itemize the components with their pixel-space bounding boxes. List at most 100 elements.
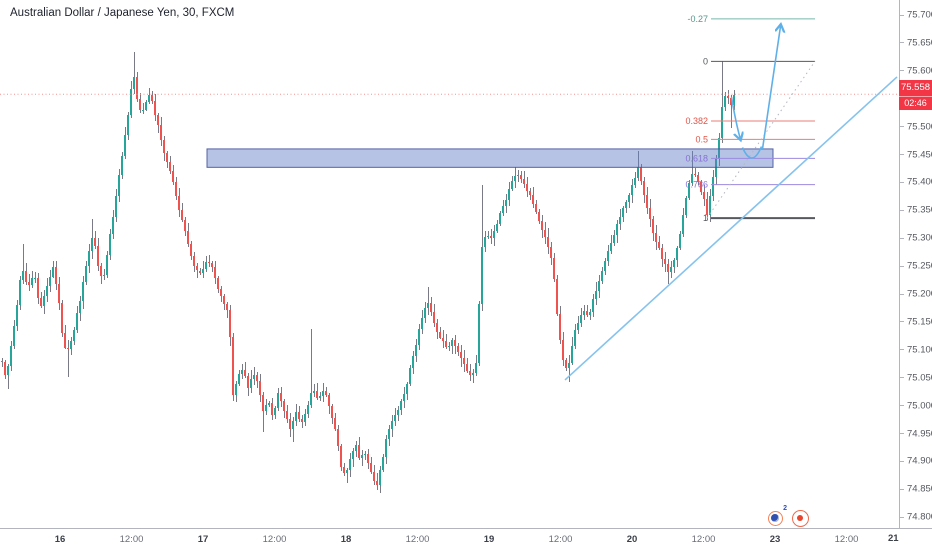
- candle-up: [79, 300, 81, 314]
- candle-up: [70, 340, 72, 349]
- price-axis[interactable]: 75.700 75.650 75.600 75.500 75.450 75.400 75.3…: [899, 0, 932, 528]
- candle-up: [355, 444, 357, 452]
- price-axis-tick: [900, 377, 904, 379]
- candle-down: [37, 277, 39, 299]
- candle-up: [625, 202, 627, 209]
- price-axis-tick: [900, 209, 904, 211]
- candle-wick: [311, 328, 312, 409]
- candle-down: [136, 77, 138, 99]
- calendar-event-count: 2: [783, 505, 787, 512]
- candle-up: [394, 415, 396, 421]
- candle-down: [94, 238, 96, 247]
- candle-up: [628, 194, 630, 203]
- candle-up: [418, 329, 420, 345]
- candle-wick: [23, 243, 24, 284]
- candle-down: [64, 333, 66, 348]
- candle-up: [22, 270, 24, 281]
- candle-up: [88, 250, 90, 267]
- candle-up: [499, 213, 501, 225]
- candle-up: [76, 313, 78, 330]
- price-axis-label: 74.900: [907, 455, 932, 467]
- candle-down: [553, 258, 555, 280]
- candle-up: [589, 311, 591, 316]
- candle-down: [262, 395, 264, 411]
- candle-down: [298, 412, 300, 420]
- candle-wick: [362, 450, 363, 467]
- candle-down: [565, 359, 567, 368]
- candle-down: [226, 304, 228, 311]
- candle-down: [256, 375, 258, 381]
- candle-down: [208, 261, 210, 263]
- candle-down: [211, 262, 213, 267]
- candle-up: [592, 299, 594, 312]
- candle-down: [190, 243, 192, 257]
- price-axis-label: 75.700: [907, 9, 932, 21]
- price-axis-tick: [900, 293, 904, 295]
- candle-down: [283, 401, 285, 412]
- price-axis-tick: [900, 181, 904, 183]
- candle-down: [166, 152, 168, 162]
- candle-down: [343, 466, 345, 473]
- candle-up: [148, 94, 150, 102]
- candle-down: [1, 360, 3, 363]
- candle-up: [109, 234, 111, 256]
- candle-down: [463, 358, 465, 364]
- candle-up: [514, 175, 516, 181]
- candle-up: [709, 195, 711, 215]
- candle-up: [73, 329, 75, 341]
- candle-down: [325, 390, 327, 396]
- price-axis-label: 74.950: [907, 428, 932, 439]
- candle-down: [100, 266, 102, 277]
- candle-up: [679, 233, 681, 248]
- price-axis-label: 75.600: [907, 65, 932, 77]
- candle-up: [310, 393, 312, 406]
- price-axis-label: 74.850: [907, 483, 932, 495]
- time-axis-day-label: 23: [769, 534, 781, 545]
- candle-up: [19, 280, 21, 305]
- time-axis-day-label: 20: [626, 534, 638, 545]
- price-axis-label: 75.000: [907, 400, 932, 412]
- candle-up: [505, 200, 507, 206]
- candle-up: [472, 373, 474, 376]
- candle-down: [169, 161, 171, 171]
- economic-calendar-icon[interactable]: 2: [768, 505, 787, 526]
- candle-up: [292, 420, 294, 430]
- candle-up: [712, 177, 714, 196]
- candle-up: [34, 277, 36, 279]
- candle-up: [691, 173, 693, 183]
- candle-down: [526, 183, 528, 191]
- candle-up: [253, 375, 255, 379]
- candle-up: [379, 469, 381, 485]
- candle-wick: [134, 52, 135, 94]
- candle-wick: [35, 271, 36, 283]
- candle-down: [358, 444, 360, 459]
- candle-down: [61, 303, 63, 334]
- candle-down: [727, 95, 729, 98]
- next-session-label: 21: [888, 533, 899, 544]
- candle-down: [457, 345, 459, 353]
- candle-down: [376, 480, 378, 485]
- candle-up: [574, 330, 576, 346]
- price-axis-label: 74.800: [907, 511, 932, 523]
- candle-up: [481, 246, 483, 305]
- time-axis[interactable]: 16 12:00 17 12:00 18 12:00 19 12:00 20 12:00 23 12:…: [0, 528, 932, 550]
- candle-up: [307, 405, 309, 415]
- news-target-icon[interactable]: [792, 510, 809, 527]
- price-axis-label: 75.500: [907, 121, 932, 133]
- time-axis-day-label: 19: [483, 534, 495, 545]
- price-axis-label: 75.100: [907, 344, 932, 356]
- candle-down: [442, 337, 444, 341]
- candle-up: [241, 370, 243, 375]
- candle-down: [640, 166, 642, 182]
- price-axis-tick: [900, 265, 904, 267]
- candle-down: [184, 220, 186, 231]
- candle-wick: [428, 287, 429, 316]
- candle-down: [229, 310, 231, 338]
- candle-down: [163, 139, 165, 153]
- candle-down: [301, 419, 303, 422]
- candle-up: [604, 260, 606, 271]
- candle-down: [199, 270, 201, 273]
- chart-canvas[interactable]: [0, 0, 899, 528]
- price-axis-tick: [900, 126, 904, 128]
- candle-up: [322, 390, 324, 396]
